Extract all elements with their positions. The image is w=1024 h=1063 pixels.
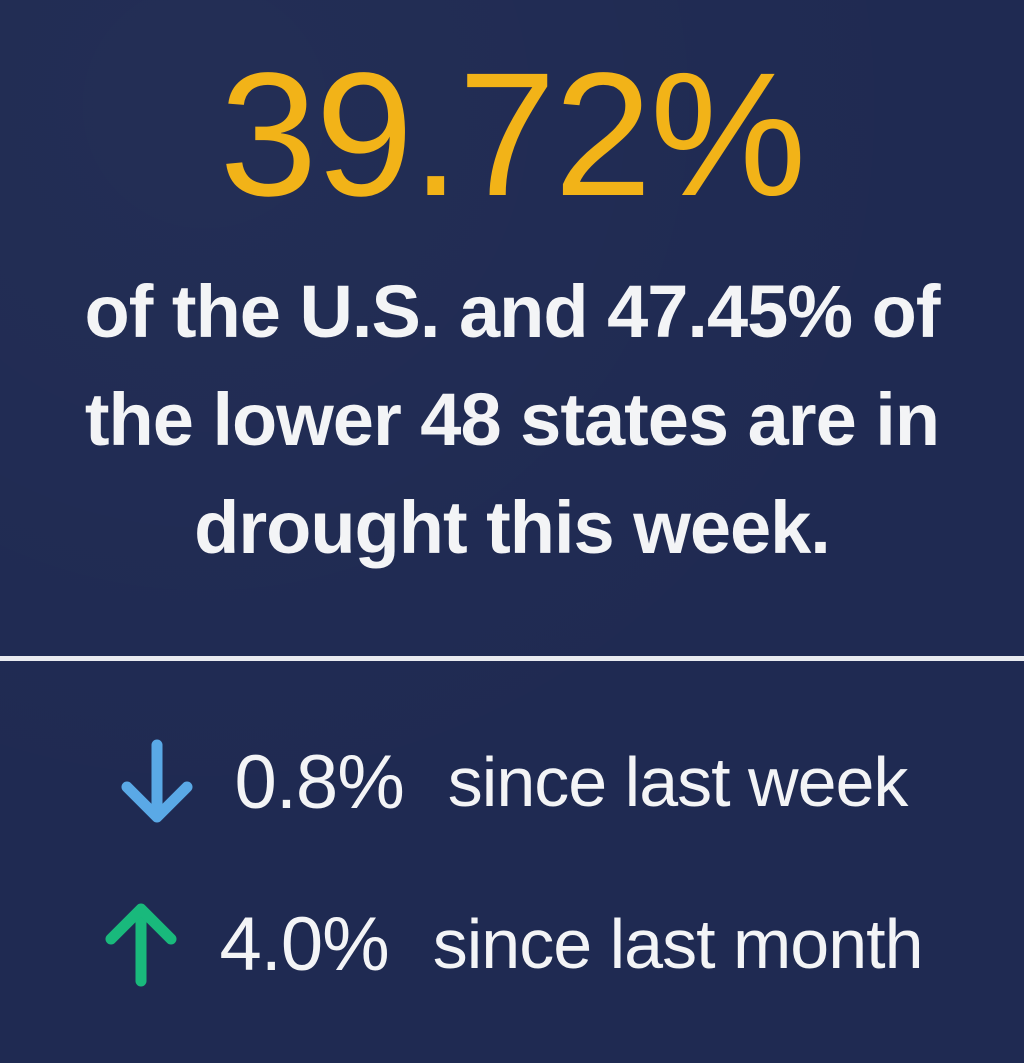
weekly-change-value: 0.8% xyxy=(234,739,405,825)
monthly-change-value: 4.0% xyxy=(219,901,389,987)
weekly-change-row: 0.8% since last week xyxy=(0,722,1024,842)
monthly-change-label: since last month xyxy=(432,905,924,983)
description-line: drought this week. xyxy=(194,486,831,569)
divider xyxy=(0,656,1024,661)
drought-description: of the U.S. and 47.45% of the lower 48 s… xyxy=(30,258,994,582)
arrow-down-icon xyxy=(117,737,197,827)
monthly-change-row: 4.0% since last month xyxy=(0,884,1024,1004)
weekly-change-label: since last week xyxy=(447,743,909,821)
description-line: of the U.S. and 47.45% of xyxy=(84,270,941,353)
arrow-up-icon xyxy=(101,899,181,989)
drought-percentage-headline: 39.72% xyxy=(219,37,807,233)
description-line: the lower 48 states are in xyxy=(84,378,940,461)
